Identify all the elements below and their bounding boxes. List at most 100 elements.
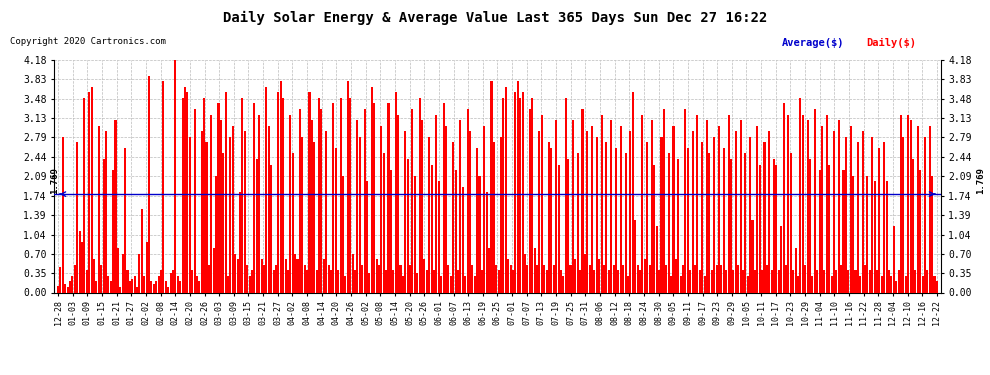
Bar bbox=[646, 142, 648, 292]
Bar bbox=[529, 109, 531, 292]
Bar bbox=[569, 265, 571, 292]
Bar bbox=[598, 259, 600, 292]
Bar bbox=[431, 165, 433, 292]
Bar bbox=[725, 270, 728, 292]
Bar bbox=[459, 120, 461, 292]
Bar bbox=[498, 270, 500, 292]
Bar bbox=[461, 187, 463, 292]
Bar bbox=[64, 284, 66, 292]
Bar bbox=[449, 276, 451, 292]
Bar bbox=[603, 265, 605, 292]
Bar bbox=[311, 120, 313, 292]
Bar bbox=[354, 270, 356, 292]
Bar bbox=[761, 270, 763, 292]
Bar bbox=[742, 270, 743, 292]
Bar bbox=[512, 270, 514, 292]
Bar bbox=[292, 153, 294, 292]
Bar bbox=[57, 286, 59, 292]
Bar bbox=[622, 265, 625, 292]
Bar bbox=[893, 226, 895, 292]
Bar bbox=[346, 81, 348, 292]
Bar bbox=[544, 265, 545, 292]
Bar bbox=[838, 120, 840, 292]
Bar bbox=[706, 120, 708, 292]
Bar bbox=[550, 148, 552, 292]
Bar bbox=[177, 276, 179, 292]
Bar bbox=[630, 131, 632, 292]
Bar bbox=[859, 276, 861, 292]
Bar bbox=[601, 114, 603, 292]
Bar bbox=[134, 276, 136, 292]
Bar bbox=[684, 109, 686, 292]
Bar bbox=[304, 265, 306, 292]
Bar bbox=[552, 265, 554, 292]
Bar bbox=[486, 192, 488, 292]
Bar bbox=[488, 248, 490, 292]
Bar bbox=[78, 231, 80, 292]
Bar bbox=[419, 98, 421, 292]
Bar bbox=[804, 265, 806, 292]
Bar bbox=[792, 270, 794, 292]
Bar bbox=[230, 137, 232, 292]
Bar bbox=[265, 87, 267, 292]
Bar bbox=[232, 126, 234, 292]
Bar bbox=[321, 109, 323, 292]
Bar bbox=[658, 270, 660, 292]
Bar bbox=[157, 276, 159, 292]
Bar bbox=[483, 126, 485, 292]
Bar bbox=[826, 114, 828, 292]
Bar bbox=[718, 126, 720, 292]
Bar bbox=[203, 98, 205, 292]
Bar bbox=[218, 104, 220, 292]
Bar bbox=[515, 92, 517, 292]
Bar bbox=[505, 87, 507, 292]
Bar bbox=[247, 265, 248, 292]
Bar bbox=[692, 131, 694, 292]
Bar bbox=[287, 270, 289, 292]
Bar bbox=[934, 276, 936, 292]
Bar bbox=[277, 92, 279, 292]
Bar bbox=[306, 270, 308, 292]
Text: Copyright 2020 Cartronics.com: Copyright 2020 Cartronics.com bbox=[10, 38, 165, 46]
Bar bbox=[888, 270, 890, 292]
Text: Daily Solar Energy & Average Value Last 365 Days Sun Dec 27 16:22: Daily Solar Energy & Average Value Last … bbox=[223, 11, 767, 26]
Bar bbox=[655, 226, 657, 292]
Bar bbox=[922, 276, 924, 292]
Bar bbox=[936, 281, 938, 292]
Bar bbox=[912, 159, 914, 292]
Bar bbox=[751, 220, 753, 292]
Bar bbox=[883, 142, 885, 292]
Bar bbox=[383, 153, 385, 292]
Bar bbox=[900, 114, 902, 292]
Bar bbox=[387, 104, 389, 292]
Bar bbox=[469, 131, 471, 292]
Bar bbox=[733, 270, 735, 292]
Bar bbox=[728, 114, 730, 292]
Bar bbox=[59, 267, 61, 292]
Bar bbox=[342, 176, 345, 292]
Bar bbox=[770, 270, 772, 292]
Bar bbox=[527, 265, 529, 292]
Bar bbox=[696, 114, 699, 292]
Bar bbox=[716, 265, 718, 292]
Bar bbox=[150, 281, 152, 292]
Bar bbox=[255, 159, 257, 292]
Bar bbox=[495, 265, 497, 292]
Bar bbox=[242, 98, 244, 292]
Bar bbox=[421, 120, 423, 292]
Bar bbox=[833, 131, 835, 292]
Bar bbox=[206, 142, 208, 292]
Bar bbox=[768, 131, 770, 292]
Bar bbox=[564, 98, 566, 292]
Bar bbox=[802, 114, 804, 292]
Bar bbox=[95, 281, 97, 292]
Bar bbox=[476, 148, 478, 292]
Bar bbox=[625, 153, 627, 292]
Bar bbox=[93, 259, 95, 292]
Bar bbox=[869, 270, 871, 292]
Bar bbox=[927, 270, 929, 292]
Bar bbox=[248, 276, 250, 292]
Bar bbox=[699, 270, 701, 292]
Bar bbox=[443, 104, 445, 292]
Bar bbox=[539, 131, 541, 292]
